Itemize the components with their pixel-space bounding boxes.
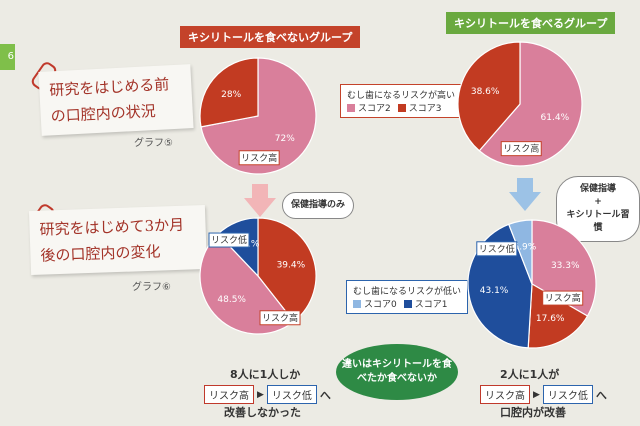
central-message: 違いはキシリトールを食べたか食べないか <box>336 344 458 400</box>
svg-text:リスク高: リスク高 <box>545 292 581 304</box>
risk-annotation: リスク高 <box>542 290 584 306</box>
pie-slice <box>199 57 259 128</box>
svg-text:リスク低: リスク低 <box>211 234 247 246</box>
bottom-right-line2: 口腔内が改善 <box>500 406 566 419</box>
swatch-score0 <box>353 299 361 308</box>
suffix-text: へ <box>319 388 331 402</box>
tag-risk-high: リスク高 <box>480 385 530 404</box>
bottom-left-line1: 8人に1人しか <box>230 368 301 381</box>
risk-annotation: リスク高 <box>500 141 542 157</box>
slice-label: 17.6% <box>536 314 565 324</box>
group-title-xylitol: キシリトールを食べるグループ <box>446 12 616 34</box>
slice-label: 28% <box>221 90 241 100</box>
graph-label-6: グラフ⑥ <box>132 282 171 293</box>
legend-item: スコア2 <box>358 104 391 114</box>
pie-slice <box>457 41 521 152</box>
svg-text:リスク低: リスク低 <box>479 243 515 255</box>
graph-label-5: グラフ⑤ <box>134 138 173 149</box>
side-tab: 6 <box>0 44 15 70</box>
legend-high-title: むし歯になるリスクが高い <box>347 91 456 101</box>
risk-annotation: リスク低 <box>208 232 250 248</box>
slice-label: 38.6% <box>471 87 500 97</box>
slice-label: 39.4% <box>277 261 306 271</box>
arrow-down-icon <box>244 184 276 217</box>
slice-label: 61.4% <box>541 113 570 123</box>
risk-annotation: リスク高 <box>238 150 280 166</box>
slice-label: 48.5% <box>217 295 246 305</box>
bottom-left-line2: 改善しなかった <box>224 406 301 419</box>
legend-low-risk: むし歯になるリスクが低い スコア0 スコア1 <box>346 280 469 314</box>
legend-item: スコア1 <box>414 300 448 310</box>
svg-text:リスク高: リスク高 <box>503 143 539 155</box>
tag-risk-low: リスク低 <box>542 385 593 404</box>
swatch-score3 <box>397 103 406 112</box>
risk-annotation: リスク高 <box>259 310 301 326</box>
legend-item: スコア0 <box>364 300 397 310</box>
bubble-guidance-only: 保健指導のみ <box>282 192 355 219</box>
swatch-score1 <box>403 299 412 308</box>
svg-text:リスク高: リスク高 <box>241 152 277 164</box>
bottom-right-line1: 2人に1人が <box>500 368 560 381</box>
tag-risk-low: リスク低 <box>266 385 317 404</box>
pie-slice <box>257 217 317 323</box>
suffix-text: へ <box>595 388 607 402</box>
slice-label: 43.1% <box>480 286 509 296</box>
pie-slice <box>199 233 295 335</box>
legend-low-title: むし歯になるリスクが低い <box>353 287 462 297</box>
swatch-score2 <box>347 103 355 112</box>
tag-risk-high: リスク高 <box>204 385 254 404</box>
arrow-right-icon: ▶ <box>533 389 540 400</box>
svg-text:リスク高: リスク高 <box>262 312 298 324</box>
legend-item: スコア3 <box>408 104 442 114</box>
arrow-right-icon: ▶ <box>257 389 264 400</box>
pie-slice <box>508 219 533 285</box>
slice-label: 72% <box>275 134 295 144</box>
slice-label: 5.9% <box>513 242 536 252</box>
bubble-guidance-xylitol: 保健指導 + キシリトール習慣 <box>556 176 640 242</box>
bottom-left-transition: リスク高 ▶ リスク低 へ <box>204 385 331 404</box>
slice-label: 33.3% <box>551 261 580 271</box>
pie-slice <box>478 41 583 167</box>
group-title-no-xylitol: キシリトールを食べないグループ <box>180 26 361 48</box>
bottom-right-transition: リスク高 ▶ リスク低 へ <box>480 385 607 404</box>
legend-high-risk: むし歯になるリスクが高い スコア2 スコア3 <box>340 84 463 118</box>
arrow-down-icon <box>509 178 541 211</box>
risk-annotation: リスク低 <box>476 241 518 257</box>
